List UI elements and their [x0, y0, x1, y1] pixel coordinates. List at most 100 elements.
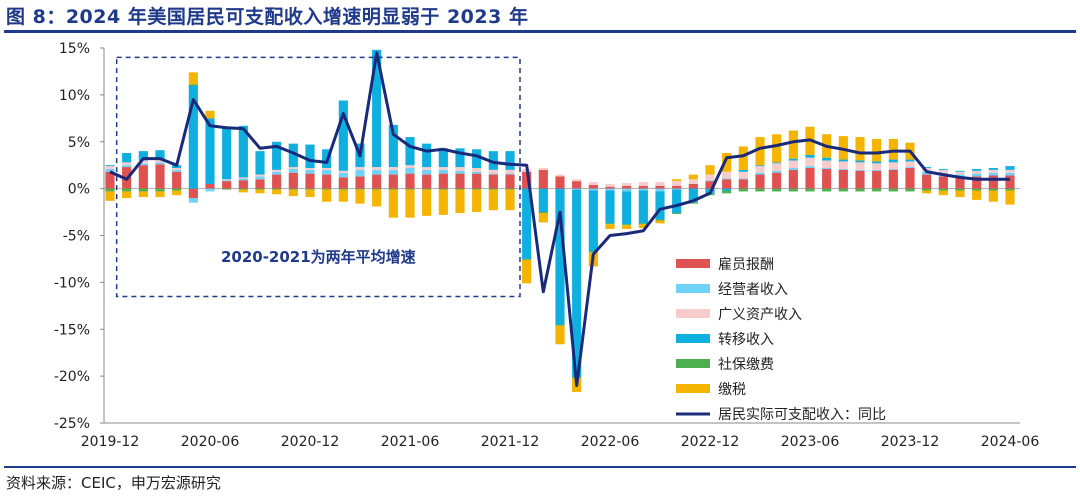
bar-social [972, 188, 982, 191]
bar-transfer [888, 159, 898, 163]
bar-oper [705, 180, 715, 182]
bar-tax [405, 189, 415, 218]
bar-oper [855, 169, 865, 171]
bar-asset [305, 168, 315, 170]
bar-social [955, 188, 965, 191]
bar-comp [672, 185, 682, 189]
bar-comp [422, 174, 432, 189]
bar-oper [788, 168, 798, 170]
bar-oper [238, 178, 248, 181]
bar-comp [105, 171, 115, 189]
bar-tax [272, 189, 282, 195]
bars-layer [105, 49, 1015, 393]
bar-comp [622, 185, 632, 189]
bar-transfer [188, 85, 198, 189]
bar-comp [255, 179, 265, 189]
bar-asset [638, 182, 648, 186]
y-tick-label: -20% [54, 369, 90, 385]
bar-comp [205, 183, 215, 189]
bar-tax [105, 191, 115, 201]
bar-comp [905, 168, 915, 189]
bar-tax [205, 110, 215, 119]
bar-asset [388, 167, 398, 170]
bar-oper [655, 188, 665, 192]
bar-comp [555, 176, 565, 189]
bar-comp [988, 175, 998, 189]
bar-social [588, 251, 598, 253]
bar-asset [738, 171, 748, 179]
bar-comp [522, 171, 532, 189]
bar-asset [288, 167, 298, 169]
bar-asset [822, 160, 832, 168]
bar-comp [705, 181, 715, 189]
legend-label-tax: 缴税 [718, 382, 746, 398]
legend-label-asset: 广义资产收入 [718, 307, 802, 323]
bar-asset [455, 167, 465, 171]
axis-layer: -25% -20% -15% -10% -5% 0% 5% 10% 15% 2019-12 2020… [54, 41, 1040, 450]
bar-transfer [122, 153, 132, 163]
bar-comp [922, 174, 932, 189]
bar-oper [305, 169, 315, 174]
bar-social [172, 188, 182, 191]
bar-transfer [105, 165, 115, 167]
bar-comp [655, 185, 665, 189]
bar-asset [505, 169, 515, 174]
bar-asset [688, 179, 698, 184]
legend-label-line: 居民实际可支配收入：同比 [718, 407, 886, 423]
bar-social [805, 188, 815, 192]
bar-oper [172, 169, 182, 172]
y-tick-label: 5% [68, 135, 90, 151]
bar-oper [672, 188, 682, 190]
bar-asset [988, 169, 998, 173]
bar-asset [838, 161, 848, 169]
legend-label-oper: 经营者收入 [718, 282, 788, 298]
bar-tax [638, 224, 648, 228]
bar-transfer [522, 188, 532, 259]
bar-social [455, 188, 465, 190]
bar-social [638, 223, 648, 225]
bar-social [488, 188, 498, 190]
bar-social [322, 188, 332, 190]
bar-oper [338, 172, 348, 178]
bar-transfer [1005, 166, 1015, 170]
bar-transfer [288, 143, 298, 168]
bar-social [405, 188, 415, 190]
legend-label-comp: 雇员报酬 [718, 256, 774, 273]
bar-oper [272, 171, 282, 175]
bar-transfer [305, 144, 315, 168]
bar-social [372, 188, 382, 190]
x-tick-label: 2022-12 [681, 434, 740, 450]
legend-label-transfer: 转移收入 [718, 332, 774, 348]
bar-tax [988, 190, 998, 202]
bar-tax [522, 259, 532, 284]
bar-transfer [255, 151, 265, 175]
bar-tax [188, 72, 198, 85]
bar-tax [972, 190, 982, 200]
y-tick-label: 15% [59, 41, 90, 57]
bar-comp [605, 186, 615, 189]
bar-tax [538, 213, 548, 223]
bar-transfer [222, 127, 232, 180]
bar-asset [538, 168, 548, 170]
bar-comp [638, 185, 648, 189]
x-tick-label: 2020-12 [281, 434, 340, 450]
source-rule [4, 466, 1076, 468]
bar-social [1005, 188, 1015, 191]
legend-swatch-comp [676, 259, 710, 268]
bar-asset [322, 168, 332, 170]
bar-comp [888, 169, 898, 189]
legend-swatch-social [676, 359, 710, 368]
bar-social [922, 188, 932, 191]
bar-comp [955, 177, 965, 189]
bar-asset [755, 166, 765, 173]
bar-asset [655, 182, 665, 186]
bar-oper [905, 167, 915, 168]
bar-transfer [338, 100, 348, 171]
bar-oper [122, 165, 132, 168]
bar-comp [588, 184, 598, 189]
y-tick-label: 0% [68, 182, 90, 198]
bar-asset [488, 169, 498, 174]
bar-social [188, 84, 198, 86]
bar-oper [405, 168, 415, 174]
